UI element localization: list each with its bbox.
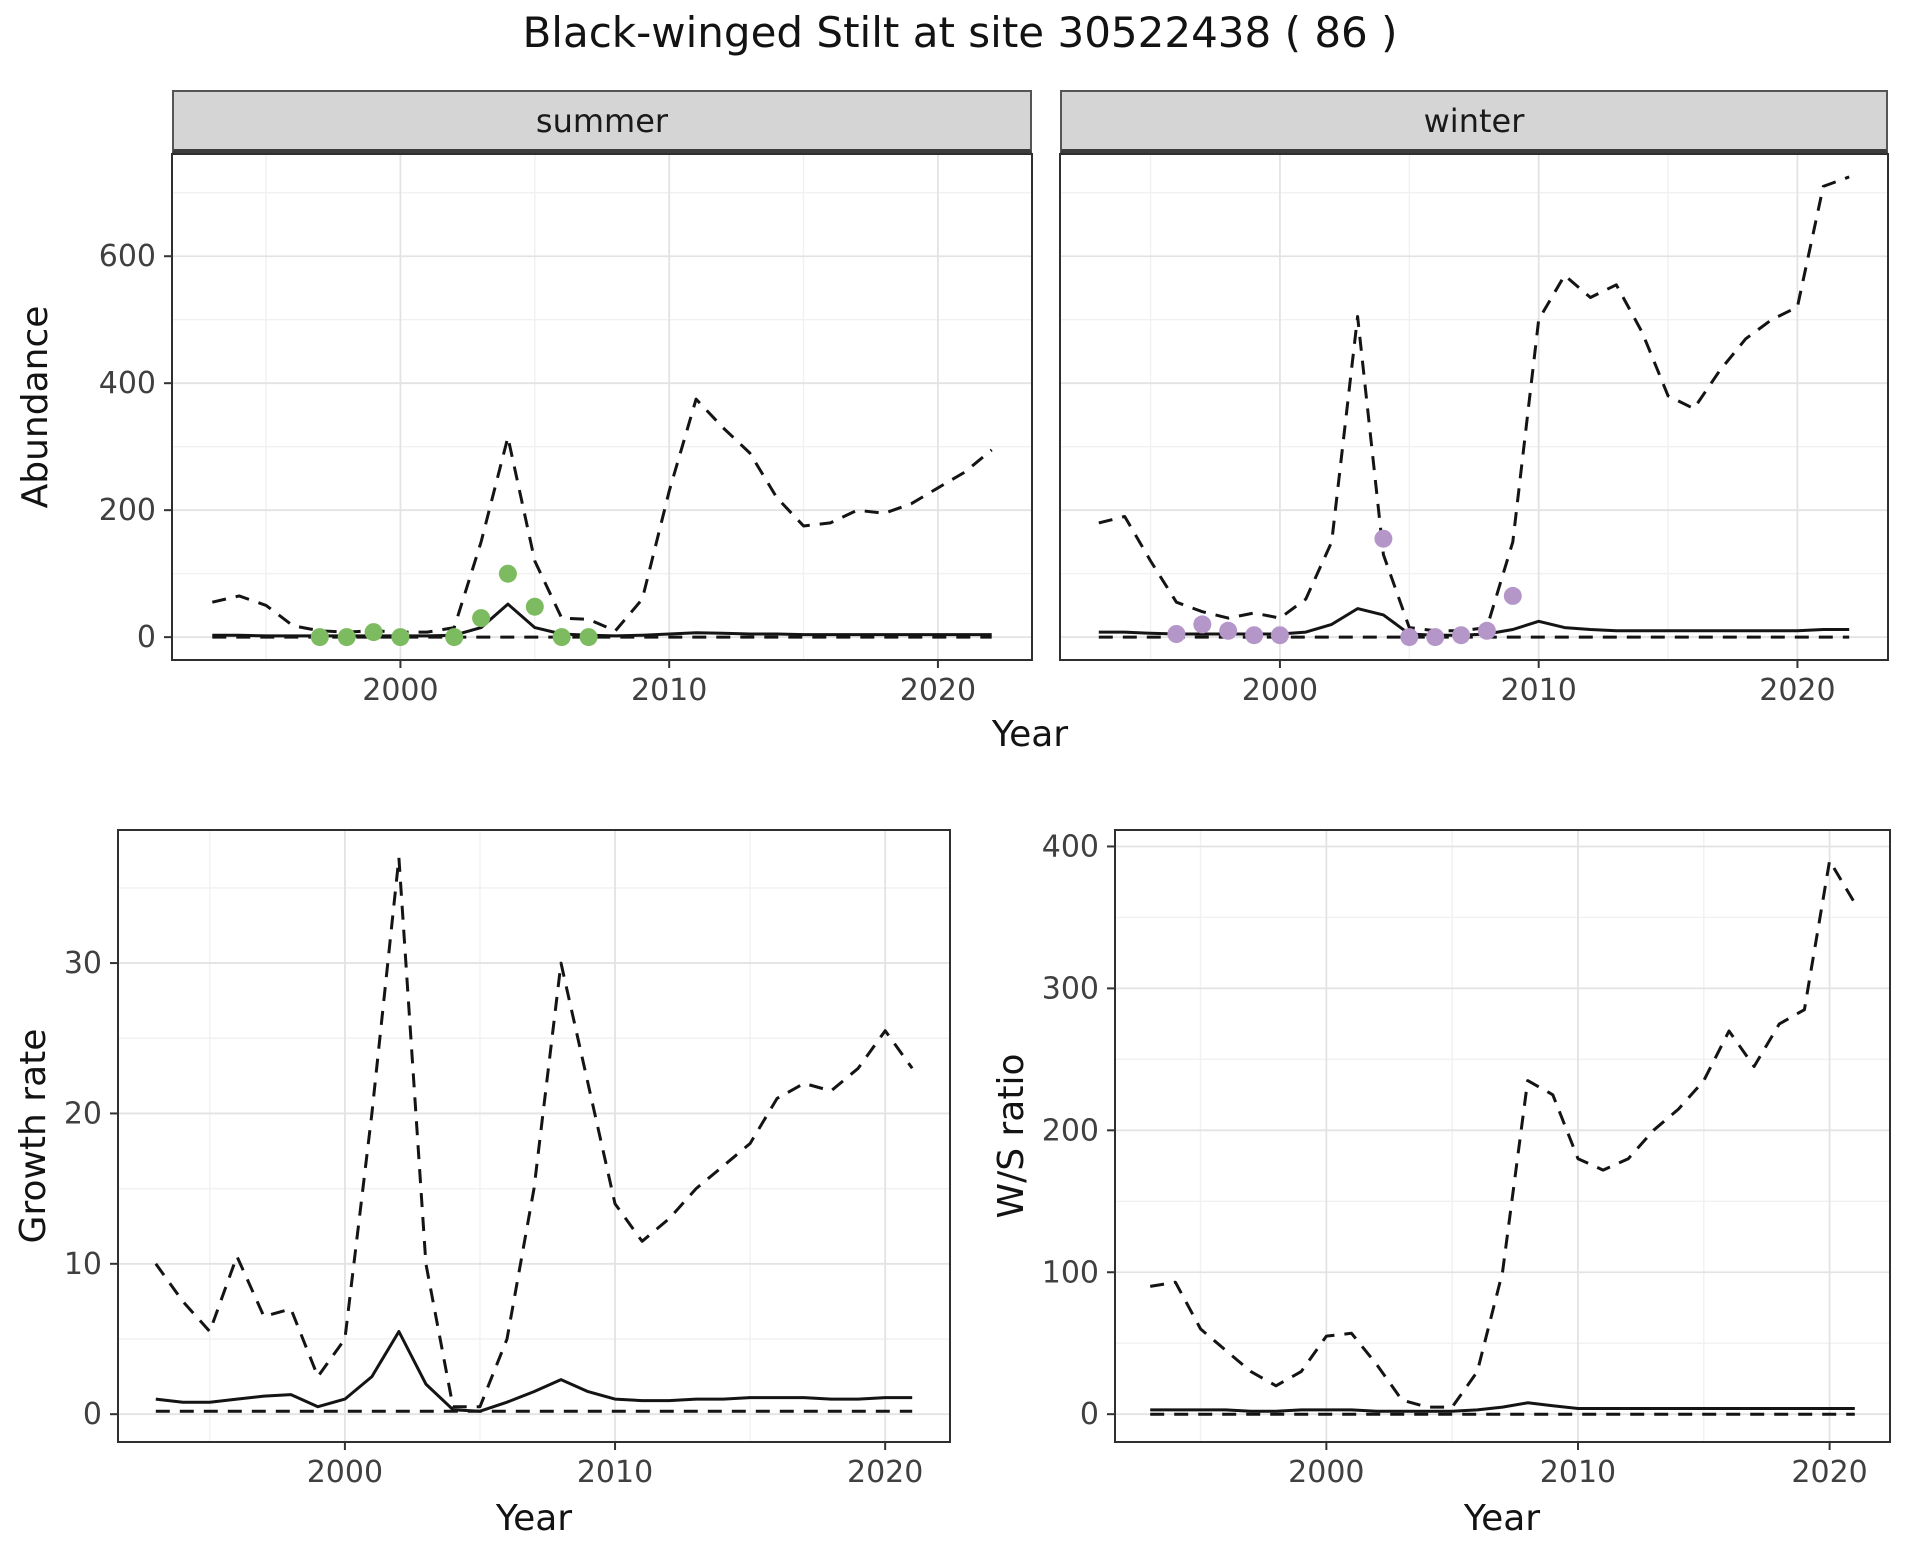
growth-rate-panel: 2000 2010 2020 0 10 20 30 bbox=[64, 829, 951, 1490]
facet-strip-summer-label: summer bbox=[535, 101, 669, 140]
winter-observations-point bbox=[1270, 626, 1289, 645]
ws-ratio-axis-label: W/S ratio bbox=[991, 1053, 1032, 1219]
panel-background bbox=[1060, 154, 1888, 660]
summer-observations-point bbox=[525, 597, 544, 616]
y-tick-label: 10 bbox=[64, 1247, 102, 1282]
summer-observations-point bbox=[310, 628, 329, 647]
y-tick-label: 400 bbox=[1042, 829, 1099, 864]
winter-observations-point bbox=[1374, 529, 1393, 548]
abundance-winter-panel: 2000 2010 2020 bbox=[1059, 153, 1889, 708]
ws-ratio-panel: 2000 2010 2020 0 100 200 300 400 bbox=[1042, 829, 1891, 1490]
growth-rate-mean-line bbox=[155, 1330, 913, 1413]
x-tick-label: 2010 bbox=[1540, 1455, 1616, 1490]
growth-rate-axis-label: Growth rate bbox=[13, 1028, 54, 1244]
y-tick-label: 400 bbox=[99, 366, 156, 401]
panel-border bbox=[171, 153, 1033, 661]
ws-ratio-mean-line bbox=[1150, 1401, 1855, 1413]
panel-border bbox=[1114, 829, 1891, 1443]
summer-observations-point bbox=[337, 628, 356, 647]
x-tick-label: 2010 bbox=[577, 1455, 653, 1490]
summer-observations-point bbox=[552, 628, 571, 647]
panel-background bbox=[1115, 830, 1890, 1442]
abundance-summer-upper-ci-line bbox=[211, 397, 993, 634]
y-tick-label: 0 bbox=[83, 1397, 102, 1432]
x-tick-label: 2000 bbox=[362, 673, 438, 708]
x-tick-label: 2010 bbox=[1501, 673, 1577, 708]
panel-border bbox=[117, 829, 951, 1443]
panel-border bbox=[1059, 153, 1889, 661]
summer-observations-point bbox=[391, 628, 410, 647]
y-tick-label: 0 bbox=[1080, 1397, 1099, 1432]
winter-observations-point bbox=[1426, 628, 1445, 647]
summer-observations-point bbox=[579, 628, 598, 647]
y-tick-label: 20 bbox=[64, 1096, 102, 1131]
winter-observations-point bbox=[1167, 625, 1186, 643]
top-year-axis-label: Year bbox=[991, 714, 1069, 755]
x-tick-label: 2000 bbox=[307, 1455, 383, 1490]
facet-strip-winter: winter bbox=[1060, 90, 1888, 154]
facet-strip-summer: summer bbox=[172, 90, 1032, 154]
x-tick-label: 2000 bbox=[1242, 673, 1318, 708]
winter-observations-point bbox=[1219, 621, 1238, 640]
summer-observations-point bbox=[364, 623, 383, 642]
winter-observations-point bbox=[1245, 626, 1264, 645]
winter-observations-point bbox=[1400, 628, 1419, 647]
growth-year-axis-label: Year bbox=[495, 1498, 573, 1539]
winter-observations-point bbox=[1503, 586, 1522, 605]
figure-title: Black-winged Stilt at site 30522438 ( 86… bbox=[522, 8, 1398, 57]
abundance-axis-label: Abundance bbox=[15, 305, 56, 509]
y-tick-label: 30 bbox=[64, 946, 102, 981]
y-tick-label: 300 bbox=[1042, 971, 1099, 1006]
ws-year-axis-label: Year bbox=[1463, 1498, 1541, 1539]
growth-rate-upper-ci-line bbox=[154, 856, 914, 1409]
winter-observations-point bbox=[1477, 621, 1496, 640]
winter-observations-point bbox=[1452, 626, 1471, 645]
y-tick-label: 200 bbox=[1042, 1113, 1099, 1148]
x-tick-label: 2010 bbox=[631, 673, 707, 708]
x-tick-label: 2020 bbox=[1791, 1455, 1867, 1490]
abundance-summer-panel: 2000 2010 2020 0 200 400 600 bbox=[99, 153, 1033, 708]
panel-background bbox=[118, 830, 950, 1442]
summer-observations-point bbox=[498, 564, 517, 583]
y-tick-label: 200 bbox=[99, 493, 156, 528]
x-tick-label: 2020 bbox=[900, 673, 976, 708]
panel-background bbox=[172, 154, 1032, 660]
summer-observations-point bbox=[472, 609, 491, 628]
abundance-winter-upper-ci-line bbox=[1098, 175, 1850, 633]
y-tick-label: 600 bbox=[99, 239, 156, 274]
facet-strip-winter-label: winter bbox=[1423, 101, 1525, 140]
x-tick-label: 2000 bbox=[1288, 1455, 1364, 1490]
ws-ratio-upper-ci-line bbox=[1149, 859, 1857, 1409]
y-tick-label: 100 bbox=[1042, 1255, 1099, 1290]
winter-observations-point bbox=[1193, 615, 1212, 634]
x-tick-label: 2020 bbox=[847, 1455, 923, 1490]
y-tick-label: 0 bbox=[137, 620, 156, 655]
summer-observations-point bbox=[445, 628, 464, 647]
x-tick-label: 2020 bbox=[1759, 673, 1835, 708]
